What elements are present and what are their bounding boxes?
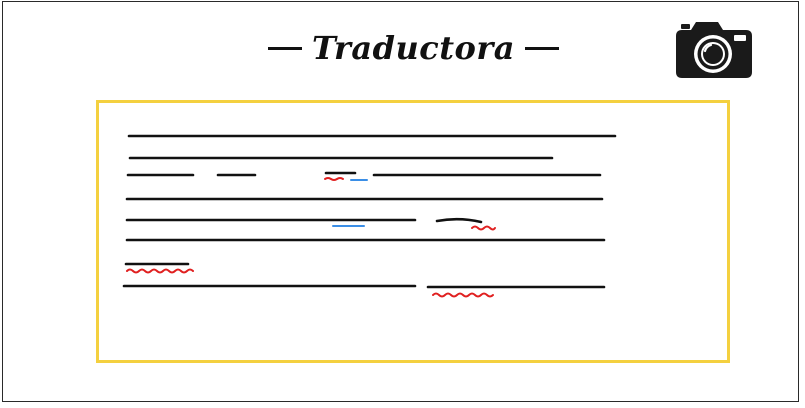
- app-header: Traductora: [268, 24, 559, 72]
- misspelling-underline: [432, 292, 494, 298]
- text-area[interactable]: [96, 100, 730, 363]
- camera-icon: [676, 22, 752, 78]
- title-dash-right: [524, 46, 559, 50]
- misspelling-underline: [471, 225, 496, 231]
- camera-button[interactable]: [674, 18, 754, 80]
- app-window: Traductora: [2, 1, 799, 402]
- text-line: [435, 217, 483, 224]
- misspelling-underline: [126, 268, 194, 274]
- title-dash-left: [268, 46, 302, 50]
- misspelling-underline: [324, 177, 344, 181]
- app-title: Traductora: [312, 29, 515, 67]
- text-lines: [122, 134, 617, 298]
